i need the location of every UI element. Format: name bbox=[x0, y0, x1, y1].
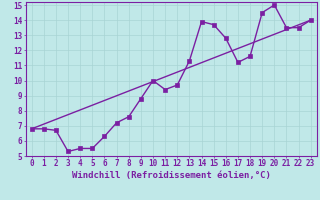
X-axis label: Windchill (Refroidissement éolien,°C): Windchill (Refroidissement éolien,°C) bbox=[72, 171, 271, 180]
